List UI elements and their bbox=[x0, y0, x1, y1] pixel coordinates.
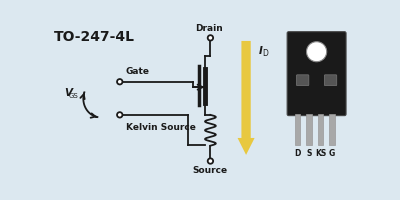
FancyBboxPatch shape bbox=[324, 75, 337, 86]
Text: TO-247-4L: TO-247-4L bbox=[54, 30, 135, 44]
Text: G: G bbox=[329, 149, 335, 158]
Text: Source: Source bbox=[193, 166, 228, 175]
Text: V: V bbox=[64, 88, 72, 98]
Circle shape bbox=[208, 35, 213, 41]
Text: D: D bbox=[262, 49, 268, 58]
Bar bbox=[329, 114, 335, 145]
Text: KS: KS bbox=[315, 149, 326, 158]
Circle shape bbox=[208, 158, 213, 164]
Bar bbox=[318, 114, 323, 145]
FancyBboxPatch shape bbox=[287, 32, 346, 116]
Circle shape bbox=[117, 79, 122, 84]
Text: Gate: Gate bbox=[126, 67, 150, 76]
Text: Drain: Drain bbox=[195, 24, 223, 33]
Bar bbox=[294, 114, 300, 145]
FancyArrow shape bbox=[238, 41, 254, 155]
Text: S: S bbox=[306, 149, 312, 158]
FancyBboxPatch shape bbox=[296, 75, 309, 86]
Bar bbox=[306, 114, 312, 145]
Circle shape bbox=[306, 42, 327, 62]
Text: D: D bbox=[294, 149, 300, 158]
Text: I: I bbox=[258, 46, 262, 56]
Text: GS: GS bbox=[69, 93, 78, 99]
Text: Kelvin Source: Kelvin Source bbox=[126, 123, 196, 132]
Circle shape bbox=[117, 112, 122, 118]
